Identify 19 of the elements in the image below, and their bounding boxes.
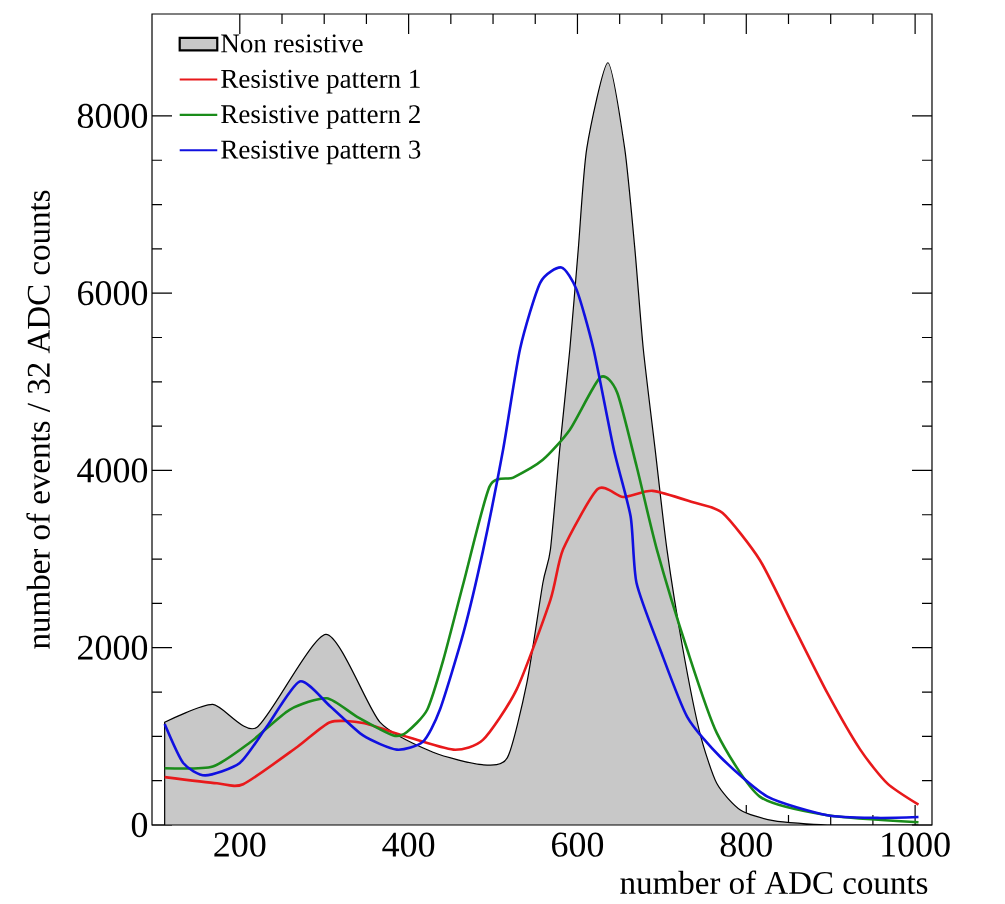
legend-label: Non resistive	[221, 34, 363, 53]
legend-label: Resistive pattern 1	[221, 69, 420, 94]
x-tick-label: 200	[214, 832, 266, 857]
y-tick-label: 0	[131, 812, 148, 838]
x-tick-label: 800	[720, 832, 772, 857]
x-tick-label: 600	[552, 832, 604, 857]
y-tick-label: 6000	[78, 281, 148, 306]
legend-label: Resistive pattern 2	[221, 105, 420, 129]
y-tick-label: 8000	[77, 103, 148, 129]
x-axis-title: number of ADC counts	[620, 870, 928, 895]
line-series	[163, 266, 920, 820]
y-axis-title: number of events / 32 ADC counts	[26, 190, 50, 649]
y-tick-label: 2000	[78, 635, 148, 660]
x-tick-label: 1000	[882, 832, 950, 857]
x-tick-label: 400	[382, 832, 435, 857]
legend-label: Resistive pattern 3	[221, 140, 421, 165]
line-series	[163, 376, 920, 824]
y-tick-label: 4000	[77, 458, 148, 483]
line-series	[163, 487, 920, 806]
